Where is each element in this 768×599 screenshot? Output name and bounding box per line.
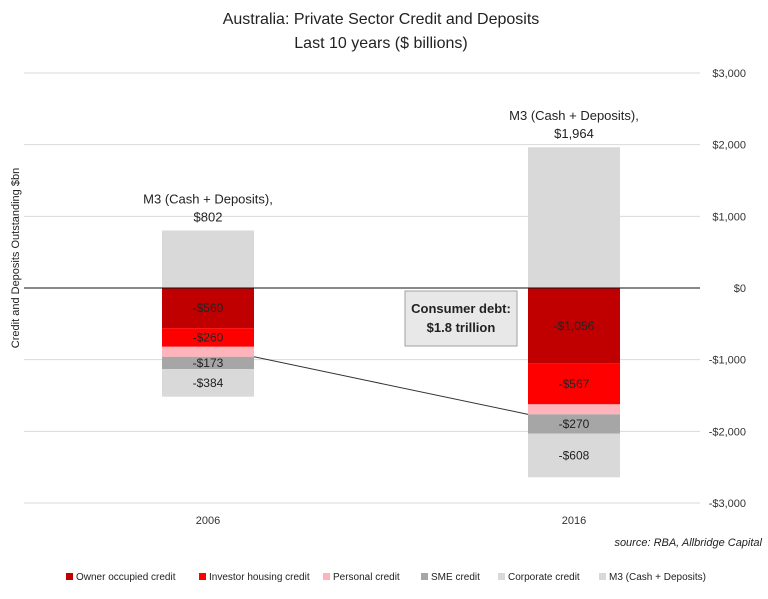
legend-swatch: [66, 573, 73, 580]
bar-segment: [162, 230, 254, 288]
y-tick-label: $3,000: [712, 68, 746, 80]
bar-segment: [528, 433, 620, 478]
legend-label: M3 (Cash + Deposits): [609, 572, 706, 583]
bar-value-label: -$1,056: [554, 319, 595, 333]
bar-value-label: -$173: [193, 356, 224, 370]
legend-label: SME credit: [431, 572, 480, 583]
x-axis-ticks: 2006 2016: [196, 515, 586, 527]
callout-box: Consumer debt: $1.8 trillion: [404, 290, 518, 347]
bar-value-label: -$567: [559, 377, 590, 391]
m3-annotation-value: $1,964: [554, 126, 594, 141]
bar-segment: [162, 369, 254, 397]
x-tick-label: 2006: [196, 515, 220, 527]
y-tick-label: $2,000: [712, 140, 746, 152]
y-tick-label: -$1,000: [709, 355, 746, 367]
bar-segment: [162, 328, 254, 347]
legend-label: Personal credit: [333, 572, 400, 583]
chart-title: Australia: Private Sector Credit and Dep…: [223, 11, 540, 28]
bar-value-label: -$260: [193, 330, 224, 344]
y-axis-ticks: $3,000 $2,000 $1,000 $0 -$1,000 -$2,000 -$3,00…: [709, 68, 746, 510]
bar-value-label: -$608: [559, 448, 590, 462]
m3-annotations: M3 (Cash + Deposits), $802 M3 (Cash + Depo…: [143, 108, 639, 224]
callout-background: [404, 290, 518, 347]
bar-value-label: -$384: [193, 376, 224, 390]
legend-swatch: [599, 573, 606, 580]
legend-swatch: [421, 573, 428, 580]
bars: [162, 147, 620, 478]
y-axis-label: Credit and Deposits Outstanding $bn: [10, 168, 22, 348]
x-tick-label: 2016: [562, 515, 586, 527]
legend-label: Corporate credit: [508, 572, 580, 583]
consumer-debt-connector: [253, 356, 529, 415]
legend-label: Owner occupied credit: [76, 572, 176, 583]
legend-swatch: [199, 573, 206, 580]
source-note: source: RBA, Allbridge Capital: [614, 537, 762, 549]
callout-line2: $1.8 trillion: [427, 320, 496, 335]
bar-segment: [528, 414, 620, 434]
y-tick-label: -$3,000: [709, 498, 746, 510]
legend-swatch: [498, 573, 505, 580]
gridlines: [24, 72, 700, 504]
bar-segment: [528, 147, 620, 288]
bar-segment: [528, 288, 620, 364]
bar-value-label: -$270: [559, 417, 590, 431]
bar-segment: [162, 346, 254, 357]
bar-segment: [528, 363, 620, 405]
bar-segment: [162, 356, 254, 370]
chart-subtitle: Last 10 years ($ billions): [294, 35, 467, 52]
m3-annotation-value: $802: [194, 210, 223, 225]
legend-label: Investor housing credit: [209, 572, 310, 583]
y-tick-label: $0: [734, 283, 746, 295]
bar-segment: [528, 404, 620, 415]
bar-segment: [162, 288, 254, 329]
m3-annotation-line1: M3 (Cash + Deposits),: [509, 108, 639, 123]
y-tick-label: -$2,000: [709, 426, 746, 438]
bar-value-label: -$560: [193, 301, 224, 315]
bar-labels: -$560 -$260 -$173 -$384 -$1,056 -$567 -$270 -$6…: [193, 301, 595, 462]
y-tick-label: $1,000: [712, 211, 746, 223]
legend-swatch: [323, 573, 330, 580]
callout-line1: Consumer debt:: [411, 301, 511, 316]
m3-annotation-line1: M3 (Cash + Deposits),: [143, 192, 273, 207]
legend: Owner occupied credit Investor housing cr…: [66, 572, 706, 583]
